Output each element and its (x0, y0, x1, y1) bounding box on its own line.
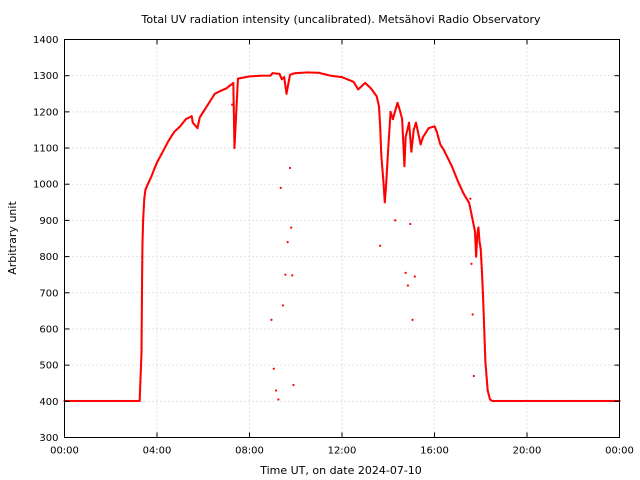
grid-lines (64, 39, 620, 438)
y-tick-label: 1400 (33, 35, 58, 46)
y-tick-label: 600 (39, 324, 58, 335)
data-point (470, 262, 473, 265)
data-point (291, 274, 294, 277)
data-point (394, 219, 397, 222)
data-points (63, 71, 621, 403)
data-point (411, 318, 414, 322)
data-point (286, 241, 289, 244)
data-point (471, 313, 474, 316)
data-point (413, 275, 416, 278)
x-tick-label: 16:00 (420, 446, 449, 457)
x-tick-label: 08:00 (235, 446, 264, 457)
x-tick-label: 12:00 (328, 446, 357, 457)
y-axis-label: Arbitrary unit (6, 201, 19, 275)
data-point (409, 222, 412, 226)
data-point (406, 284, 410, 287)
y-tick-label: 900 (39, 216, 58, 227)
y-tick-label: 400 (39, 397, 58, 408)
x-axis-label: Time UT, on date 2024-07-10 (259, 464, 422, 477)
x-tick-label: 20:00 (513, 446, 542, 457)
data-point (284, 273, 287, 276)
data-point (279, 186, 282, 189)
data-point (288, 166, 292, 170)
data-point (292, 383, 295, 387)
y-tick-label: 1000 (33, 180, 58, 191)
data-point (469, 197, 472, 200)
data-point (472, 374, 475, 378)
data-point (270, 318, 273, 322)
data-point (379, 244, 382, 247)
data-point (404, 271, 407, 274)
data-point (277, 398, 280, 401)
data-point (290, 226, 293, 229)
data-point (231, 103, 234, 106)
y-tick-label: 500 (39, 361, 58, 372)
y-tick-label: 300 (39, 433, 58, 444)
chart-title: Total UV radiation intensity (uncalibrat… (141, 13, 541, 26)
y-tick-label: 1100 (33, 144, 58, 155)
data-point (274, 389, 278, 392)
x-tick-label: 04:00 (143, 446, 172, 457)
x-tick-label: 00:00 (50, 446, 79, 457)
y-tick-label: 1200 (33, 107, 58, 118)
x-tick-label: 00:00 (605, 446, 634, 457)
axis-ticks: 300 400 500 600 700 800 900 1000 1100 1200 1300 140… (33, 35, 634, 457)
data-point (281, 304, 285, 307)
data-point (272, 367, 275, 370)
y-tick-label: 800 (39, 252, 58, 263)
y-tick-label: 700 (39, 288, 58, 299)
y-tick-label: 1300 (33, 71, 58, 82)
